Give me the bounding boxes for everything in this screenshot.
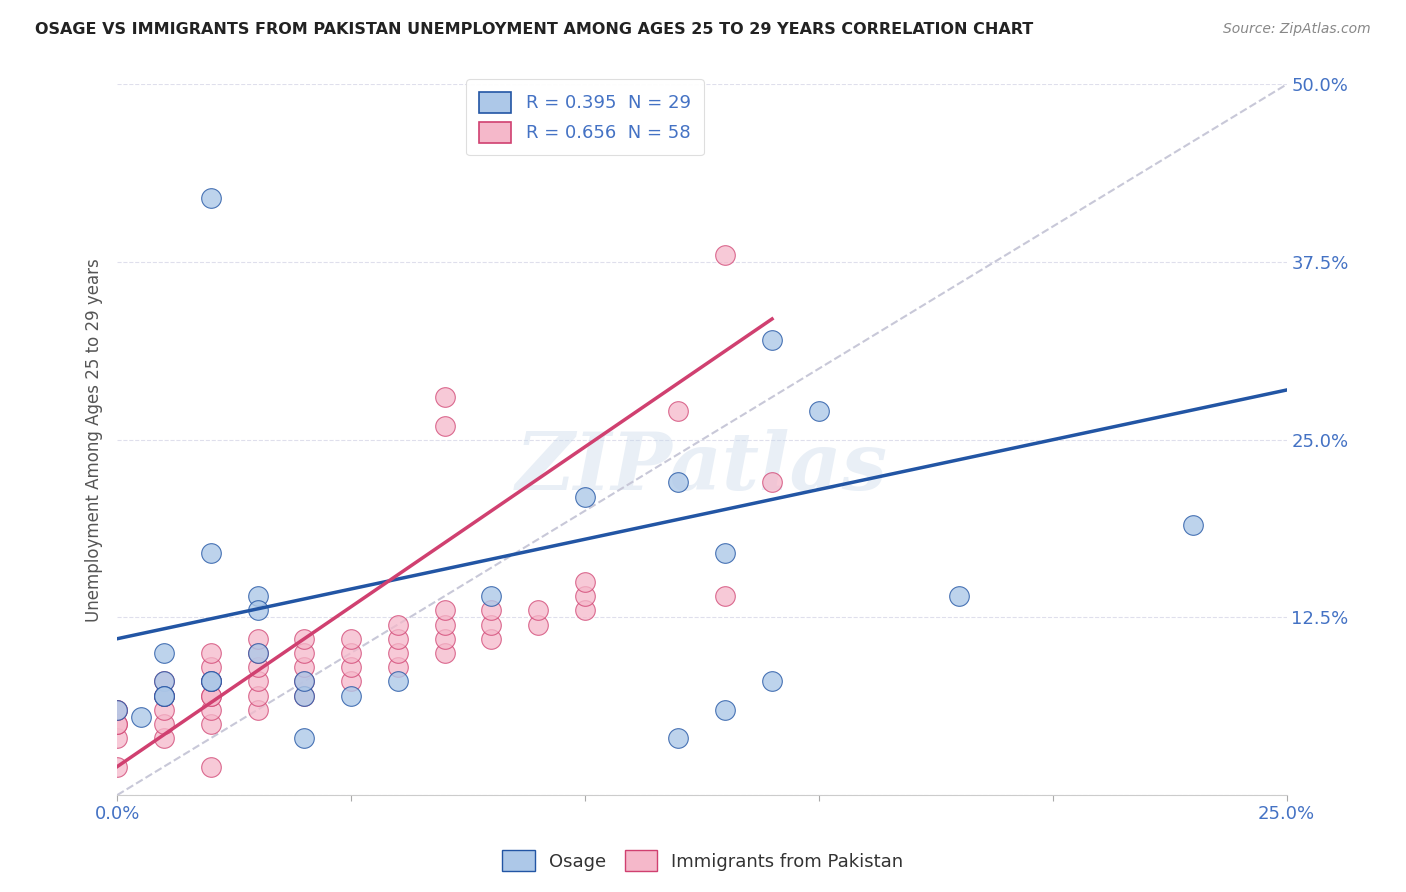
Point — [105, 731, 128, 746]
Point — [200, 191, 222, 205]
Point — [479, 603, 502, 617]
Point — [292, 689, 315, 703]
Point — [246, 689, 269, 703]
Point — [574, 603, 596, 617]
Point — [200, 674, 222, 689]
Point — [668, 731, 690, 746]
Point — [479, 617, 502, 632]
Point — [714, 703, 737, 717]
Point — [433, 646, 456, 660]
Point — [153, 646, 176, 660]
Point — [153, 703, 176, 717]
Point — [153, 717, 176, 731]
Point — [200, 660, 222, 674]
Point — [153, 689, 176, 703]
Point — [200, 689, 222, 703]
Point — [668, 404, 690, 418]
Point — [292, 674, 315, 689]
Point — [153, 731, 176, 746]
Point — [292, 689, 315, 703]
Point — [246, 632, 269, 646]
Point — [527, 603, 550, 617]
Point — [292, 731, 315, 746]
Point — [433, 617, 456, 632]
Point — [714, 589, 737, 603]
Point — [129, 710, 152, 724]
Point — [105, 703, 128, 717]
Point — [433, 418, 456, 433]
Point — [246, 703, 269, 717]
Point — [292, 660, 315, 674]
Point — [387, 646, 409, 660]
Point — [246, 589, 269, 603]
Point — [200, 674, 222, 689]
Point — [340, 646, 363, 660]
Point — [105, 759, 128, 773]
Point — [292, 674, 315, 689]
Text: Source: ZipAtlas.com: Source: ZipAtlas.com — [1223, 22, 1371, 37]
Point — [761, 674, 783, 689]
Point — [246, 674, 269, 689]
Point — [433, 603, 456, 617]
Point — [387, 617, 409, 632]
Point — [200, 674, 222, 689]
Point — [761, 475, 783, 490]
Point — [340, 660, 363, 674]
Point — [714, 248, 737, 262]
Point — [200, 703, 222, 717]
Text: ZIPatlas: ZIPatlas — [516, 429, 889, 507]
Point — [807, 404, 830, 418]
Legend: Osage, Immigrants from Pakistan: Osage, Immigrants from Pakistan — [495, 843, 911, 879]
Point — [153, 674, 176, 689]
Point — [246, 646, 269, 660]
Point — [948, 589, 970, 603]
Point — [574, 589, 596, 603]
Point — [761, 333, 783, 347]
Legend: R = 0.395  N = 29, R = 0.656  N = 58: R = 0.395 N = 29, R = 0.656 N = 58 — [467, 79, 703, 155]
Point — [153, 674, 176, 689]
Point — [1182, 518, 1205, 533]
Point — [200, 689, 222, 703]
Point — [200, 717, 222, 731]
Point — [574, 490, 596, 504]
Point — [387, 660, 409, 674]
Point — [292, 632, 315, 646]
Point — [387, 674, 409, 689]
Point — [714, 546, 737, 560]
Point — [433, 390, 456, 404]
Point — [433, 632, 456, 646]
Point — [200, 546, 222, 560]
Point — [200, 759, 222, 773]
Point — [340, 674, 363, 689]
Y-axis label: Unemployment Among Ages 25 to 29 years: Unemployment Among Ages 25 to 29 years — [86, 258, 103, 622]
Text: OSAGE VS IMMIGRANTS FROM PAKISTAN UNEMPLOYMENT AMONG AGES 25 TO 29 YEARS CORRELA: OSAGE VS IMMIGRANTS FROM PAKISTAN UNEMPL… — [35, 22, 1033, 37]
Point — [153, 689, 176, 703]
Point — [292, 646, 315, 660]
Point — [527, 617, 550, 632]
Point — [105, 717, 128, 731]
Point — [200, 674, 222, 689]
Point — [479, 632, 502, 646]
Point — [246, 646, 269, 660]
Point — [574, 574, 596, 589]
Point — [105, 717, 128, 731]
Point — [105, 703, 128, 717]
Point — [246, 603, 269, 617]
Point — [153, 689, 176, 703]
Point — [387, 632, 409, 646]
Point — [246, 660, 269, 674]
Point — [479, 589, 502, 603]
Point — [340, 632, 363, 646]
Point — [340, 689, 363, 703]
Point — [153, 689, 176, 703]
Point — [668, 475, 690, 490]
Point — [105, 703, 128, 717]
Point — [200, 646, 222, 660]
